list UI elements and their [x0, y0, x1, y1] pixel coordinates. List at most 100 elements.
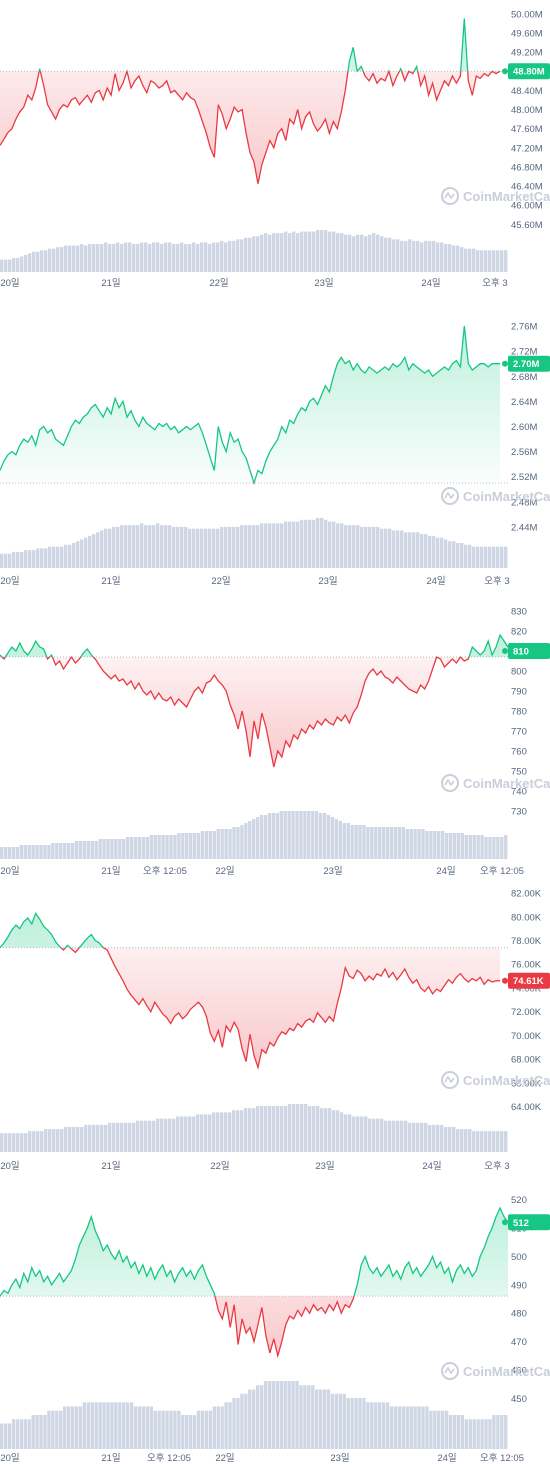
- volume-bar: [92, 1124, 96, 1152]
- volume-bar: [120, 1122, 124, 1152]
- volume-bar: [12, 258, 16, 272]
- volume-bar: [212, 1112, 216, 1152]
- volume-bar: [408, 239, 412, 272]
- volume-bar: [401, 1406, 406, 1449]
- volume-bar: [32, 550, 36, 568]
- volume-bar: [157, 1410, 161, 1449]
- volume-bar: [110, 1402, 114, 1449]
- volume-bar: [320, 230, 324, 272]
- x-tick-label: 오후 3: [484, 1161, 509, 1172]
- volume-bar: [320, 518, 324, 568]
- volume-bar: [56, 1129, 60, 1152]
- volume-bar: [240, 239, 244, 272]
- x-tick-label: 20일: [0, 1161, 19, 1172]
- volume-bar: [216, 528, 220, 568]
- volume-bar: [122, 1402, 126, 1449]
- current-point: [502, 977, 508, 984]
- volume-bar: [342, 823, 346, 859]
- volume-bar: [370, 827, 374, 859]
- y-tick-label: 820: [511, 627, 527, 638]
- chart-panel: 82.00K 80.00K 78.00K 76.00K 74.00K 72.00K 70.0…: [0, 880, 550, 1176]
- volume-bar: [47, 845, 51, 859]
- volume-bar: [292, 231, 296, 272]
- volume-bar: [472, 248, 476, 272]
- area-up: [0, 913, 104, 948]
- volume-bar: [7, 1423, 12, 1449]
- volume-bar: [169, 1410, 173, 1449]
- volume-bar: [0, 1133, 4, 1152]
- volume-bar: [288, 1104, 292, 1152]
- y-tick-label: 2.76M: [511, 322, 537, 333]
- volume-bar: [322, 813, 327, 859]
- volume-bar: [157, 835, 161, 859]
- volume-bar: [120, 244, 124, 272]
- x-tick-label: 20일: [0, 278, 19, 289]
- volume-bar: [496, 250, 500, 272]
- volume-bar: [102, 839, 106, 859]
- volume-bar: [388, 1120, 392, 1152]
- volume-bar: [136, 1120, 140, 1152]
- volume-bar: [88, 1124, 92, 1152]
- volume-bar: [374, 827, 378, 859]
- volume-bar: [397, 1406, 402, 1449]
- volume-bar: [92, 534, 96, 568]
- volume-bar: [441, 1410, 445, 1449]
- volume-bar: [144, 242, 148, 272]
- volume-bar: [366, 827, 370, 859]
- volume-bar: [344, 1114, 348, 1152]
- volume-bar: [72, 245, 76, 272]
- volume-bar: [208, 1114, 212, 1152]
- volume-bar: [173, 1410, 177, 1449]
- volume-bar: [200, 831, 205, 859]
- volume-bar: [188, 1116, 192, 1152]
- x-tick-label: 21일: [101, 1161, 120, 1172]
- price-line-down: [0, 1296, 355, 1359]
- volume-bar: [133, 1406, 138, 1449]
- volume-bar: [388, 528, 392, 568]
- watermark: CoinMarketCap: [441, 487, 550, 505]
- volume-bar: [19, 1419, 24, 1449]
- y-tick-label: 48.00M: [511, 105, 543, 116]
- volume-bar: [500, 250, 504, 272]
- watermark-text: CoinMarketCap: [463, 489, 550, 504]
- volume-bar: [48, 248, 52, 272]
- area-up: [0, 1208, 508, 1297]
- volume-bar: [344, 525, 348, 568]
- y-tick-label: 2.52M: [511, 472, 537, 483]
- volume-bar: [330, 817, 335, 859]
- volume-bar: [44, 250, 48, 272]
- volume-bar: [181, 1415, 185, 1449]
- volume-bar: [488, 1131, 492, 1152]
- volume-bar: [88, 244, 92, 272]
- volume-bar: [324, 519, 328, 568]
- volume-bar: [292, 1104, 296, 1152]
- volume-bar: [133, 837, 138, 859]
- volume-bar: [444, 1410, 449, 1449]
- volume-bar: [156, 1118, 160, 1152]
- volume-bar: [104, 242, 108, 272]
- volume-bar: [56, 247, 60, 272]
- volume-bar: [3, 1423, 8, 1449]
- volume-bar: [322, 1389, 327, 1449]
- volume-bar: [350, 825, 354, 859]
- volume-bar: [51, 843, 55, 859]
- area-down: [0, 947, 501, 1068]
- volume-bar: [496, 1415, 500, 1449]
- volume-bar: [156, 242, 160, 272]
- volume-bar: [295, 811, 299, 859]
- y-tick-label: 760: [511, 747, 527, 758]
- volume-bar: [356, 234, 360, 272]
- volume-bar: [180, 526, 184, 568]
- volume-bar: [476, 546, 480, 568]
- volume-bar: [153, 1410, 157, 1449]
- price-line-up: [0, 325, 501, 484]
- volume-bar: [82, 1402, 87, 1449]
- price-badge-label: 48.80M: [513, 67, 545, 78]
- volume-bar: [196, 1114, 200, 1152]
- volume-bar: [413, 829, 417, 859]
- volume-bar: [11, 1419, 16, 1449]
- x-axis: 20일 21일 22일 23일 24일 오후 3: [0, 576, 509, 587]
- x-tick-label: 오후 12:05: [147, 1453, 191, 1464]
- volume-bar: [275, 1381, 279, 1449]
- volume-bar: [287, 1381, 291, 1449]
